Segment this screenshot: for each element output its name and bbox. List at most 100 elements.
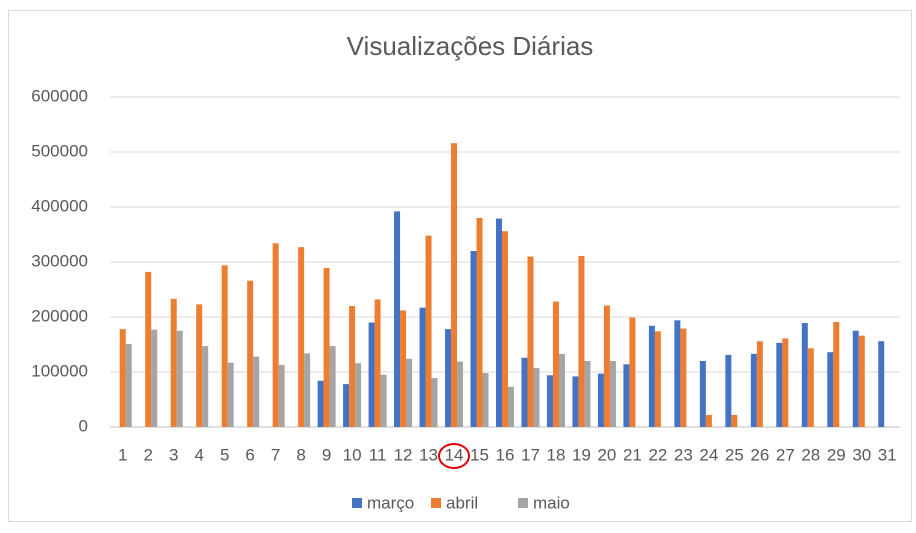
x-tick-label: 19 [572,445,591,464]
bar [406,358,413,427]
bar [527,256,534,427]
bar [776,342,783,427]
bar [431,378,438,427]
bar [705,414,712,427]
x-tick-label: 12 [394,445,413,464]
bar [597,373,604,427]
bar [482,373,489,427]
x-tick-label: 23 [674,445,693,464]
bar [368,322,375,427]
bar [699,361,706,427]
y-tick-label: 200000 [31,306,88,325]
bar [394,211,401,427]
x-tick-label: 8 [296,445,305,464]
chart-border [8,10,912,522]
x-tick-label: 15 [470,445,489,464]
bar [654,331,661,427]
x-tick-label: 28 [801,445,820,464]
bar [355,363,362,427]
bar [329,346,336,427]
legend-label: maio [533,493,570,512]
bar [750,353,757,427]
bar [278,364,285,427]
bar [380,374,387,427]
x-tick-label: 31 [878,445,897,464]
x-tick-label: 27 [776,445,795,464]
bar [674,320,681,427]
bar [852,330,859,427]
x-tick-label: 26 [750,445,769,464]
bar [833,321,840,427]
x-tick-label: 29 [827,445,846,464]
bar [145,271,152,427]
bar [623,364,630,427]
y-tick-label: 300000 [31,251,88,270]
x-tick-label: 4 [194,445,203,464]
bar [521,357,528,427]
x-tick-label: 2 [143,445,152,464]
y-tick-label: 400000 [31,196,88,215]
bar [457,361,464,427]
bar [584,361,591,427]
x-tick-label: 13 [419,445,438,464]
x-tick-label: 9 [322,445,331,464]
bar [572,376,579,427]
x-tick-label: 17 [521,445,540,464]
x-tick-label: 24 [699,445,718,464]
y-tick-label: 100000 [31,361,88,380]
legend-swatch [352,498,362,508]
x-tick-label: 18 [547,445,566,464]
bar [176,330,183,427]
y-tick-label: 600000 [31,86,88,105]
bar [858,335,865,427]
bar [476,218,483,427]
bar [502,231,508,427]
bar [400,310,407,427]
bar [827,352,834,427]
bar [801,323,808,427]
x-tick-label: 3 [169,445,178,464]
bar [603,305,610,427]
bar [533,368,540,427]
bar [578,255,585,427]
x-tick-label: 10 [343,445,362,464]
bar [680,328,687,427]
bar [445,329,452,427]
bar [629,317,636,427]
x-tick-label: 21 [623,445,642,464]
bar [202,346,209,427]
bar [151,329,158,427]
legend-label: março [367,493,414,512]
bar [304,353,311,427]
bar [196,304,203,427]
bar [119,329,126,427]
bar [425,235,432,427]
x-tick-label: 6 [245,445,254,464]
bar [170,298,177,427]
bar [323,268,330,427]
legend-swatch [431,498,441,508]
bar [451,143,458,427]
bar [725,354,732,427]
x-tick-label: 5 [220,445,229,464]
bar [253,356,260,427]
bar [125,343,132,427]
bar [374,299,381,427]
x-tick-label: 25 [725,445,744,464]
bar [648,325,655,427]
bar [298,247,305,427]
bar [609,361,616,427]
bar [272,243,279,427]
legend-label: abril [446,493,478,512]
x-tick-label: 14 [445,445,464,464]
bar [349,306,356,427]
bar [508,386,514,427]
bar [227,362,234,427]
bar [552,301,559,427]
bar [782,338,789,427]
x-tick-label: 30 [852,445,871,464]
x-tick-label: 16 [496,445,515,464]
bar [317,380,324,427]
bar [496,218,502,427]
